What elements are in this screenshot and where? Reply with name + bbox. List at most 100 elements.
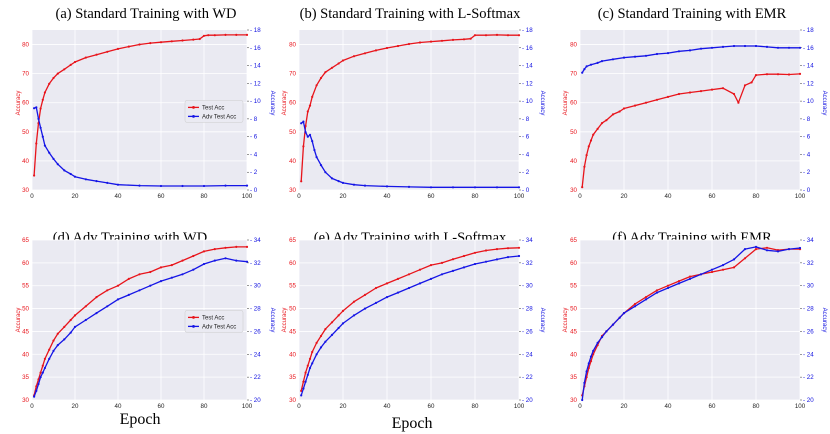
panel-c-point-test-acc xyxy=(587,145,590,148)
panel-a-point-test-acc xyxy=(116,47,120,51)
panel-f-ytick-right-label: - 24 xyxy=(803,351,814,358)
panel-e-point-test-acc xyxy=(451,258,455,261)
panel-f-ytick-right-label: - 34 xyxy=(803,237,814,244)
panel-f-ytick-left-label: 65 xyxy=(570,237,577,244)
panel-c-ylabel-left: Accuracy xyxy=(563,91,569,116)
panel-d-point-test-acc xyxy=(138,273,141,276)
panel-e-point-test-acc xyxy=(495,248,499,251)
panel-c-ytick-right-label: - 10 xyxy=(803,98,814,105)
panel-b-xtick-label: 0 xyxy=(297,193,301,200)
panel-b-point-adv-test-acc xyxy=(308,133,312,136)
panel-a-point-test-acc xyxy=(43,91,47,94)
panel-f-xtick-label: 80 xyxy=(753,403,760,410)
panel-b-ytick-right-label: - 16 xyxy=(522,45,533,52)
panel-a-ytick-right-label: - 18 xyxy=(250,27,261,34)
panel-d-legend-label: Test Acc xyxy=(202,315,224,321)
panel-a-ytick-right-label: - 6 xyxy=(250,134,258,141)
panel-d-legend: Test Acc Adv Test Acc xyxy=(184,310,244,333)
panel-c-point-adv-test-acc xyxy=(754,44,758,48)
panel-d-point-test-acc xyxy=(84,305,87,308)
panel-e-ytick-left-label: 35 xyxy=(289,374,296,381)
panel-b-point-test-acc xyxy=(473,34,477,37)
x-axis-label-left: Epoch xyxy=(120,411,161,428)
panel-b-ytick-right-label: - 2 xyxy=(522,169,530,176)
panel-e-xtick-label: 40 xyxy=(384,403,391,410)
panel-b-point-test-acc xyxy=(319,76,323,80)
panel-b-ytick-left-label: 80 xyxy=(289,42,296,49)
panel-c-point-adv-test-acc xyxy=(743,44,747,48)
panel-c-point-adv-test-acc xyxy=(732,44,736,48)
panel-b-xtick-label: 100 xyxy=(514,193,525,200)
panel-f-point-adv-test-acc xyxy=(677,282,681,285)
panel-f-point-test-acc xyxy=(666,284,670,287)
panel-b-point-test-acc xyxy=(506,34,510,37)
panel-a-xtick-label: 100 xyxy=(242,193,253,200)
panel-e-point-test-acc xyxy=(517,246,521,249)
panel-a-point-test-acc xyxy=(192,38,195,41)
panel-a-xtick-label: 80 xyxy=(201,193,208,200)
panel-d-xtick-label: 40 xyxy=(115,403,122,410)
panel-f-point-adv-test-acc xyxy=(754,245,758,248)
panel-d-ytick-right-label: - 24 xyxy=(250,351,261,358)
panel-c-point-test-acc xyxy=(622,107,626,110)
panel-f-point-test-acc xyxy=(721,268,725,271)
panel-e-point-adv-test-acc xyxy=(330,333,334,336)
panel-b-ylabel-left: Accuracy xyxy=(282,91,288,116)
panel-a-point-adv-test-acc xyxy=(63,169,66,172)
panel-a-point-adv-test-acc xyxy=(224,184,227,187)
panel-c-series-adv-test-acc-line xyxy=(581,45,800,74)
panel-e-point-adv-test-acc xyxy=(374,301,378,304)
panel-d-legend-marker xyxy=(192,316,195,319)
panel-a-point-adv-test-acc xyxy=(181,184,184,188)
panel-a-point-adv-test-acc xyxy=(159,184,163,188)
panel-e-xtick-label: 100 xyxy=(514,403,525,410)
panel-a-point-test-acc xyxy=(48,82,51,85)
panel-c-point-test-acc xyxy=(737,101,740,104)
panel-e-ytick-left-label: 45 xyxy=(289,328,296,335)
panel-f-xtick-label: 40 xyxy=(665,403,672,410)
panel-e-point-adv-test-acc xyxy=(308,366,312,370)
panel-d-point-adv-test-acc xyxy=(127,293,130,296)
panel-c-ytick-right-label: - 16 xyxy=(803,45,814,52)
panel-d-point-adv-test-acc xyxy=(192,268,195,271)
panel-f-xtick-label: 20 xyxy=(621,403,628,410)
panel-e-point-test-acc xyxy=(352,300,356,303)
panel-f-point-adv-test-acc xyxy=(787,248,791,251)
panel-f-point-adv-test-acc xyxy=(592,349,595,352)
panel-d-point-adv-test-acc xyxy=(106,305,109,308)
panel-c-point-adv-test-acc xyxy=(583,68,586,71)
panel-a-point-test-acc xyxy=(69,63,72,66)
panel-d-ytick-left-label: 65 xyxy=(22,237,29,244)
panel-a-point-adv-test-acc xyxy=(202,184,206,188)
panel-d-ytick-left-label: 40 xyxy=(22,351,29,358)
x-axis-label-center: Epoch xyxy=(392,415,433,432)
panel-e-point-adv-test-acc xyxy=(418,282,422,285)
panel-e-ytick-left-label: 50 xyxy=(289,306,296,313)
panel-a-xtick-label: 0 xyxy=(30,193,34,200)
panel-b-point-adv-test-acc xyxy=(495,186,499,189)
panel-a-point-adv-test-acc xyxy=(37,117,40,120)
panel-f-point-adv-test-acc xyxy=(699,273,703,276)
panel-d-point-adv-test-acc xyxy=(213,259,216,262)
panel-e-ytick-left-label: 40 xyxy=(289,351,296,358)
panel-c-ytick-right-label: - 18 xyxy=(803,27,814,34)
panel-d-point-adv-test-acc xyxy=(224,257,227,260)
panel-f-point-test-acc xyxy=(655,289,659,292)
panel-d-point-test-acc xyxy=(192,254,195,258)
panel-f-point-adv-test-acc xyxy=(583,381,586,384)
panel-b-point-test-acc xyxy=(385,46,389,50)
panel-c-point-test-acc xyxy=(688,91,692,94)
panel-a-point-test-acc xyxy=(106,50,109,53)
panel-f-ytick-right-label: - 22 xyxy=(803,374,814,381)
panel-f-point-test-acc xyxy=(754,248,758,251)
panel-a-xtick-label: 20 xyxy=(72,193,79,200)
panel-b-point-test-acc xyxy=(315,84,318,87)
panel-c-ytick-right-label: - 4 xyxy=(803,151,811,158)
panel-f-xtick-label: 100 xyxy=(795,403,806,410)
panel-c-point-test-acc xyxy=(596,127,599,130)
panel-a-ylabel-left: Accuracy xyxy=(16,91,22,116)
panel-d-ytick-right-label: - 34 xyxy=(250,237,261,244)
panel-e-point-test-acc xyxy=(319,334,323,338)
panel-a-ytick-left-label: 80 xyxy=(22,42,29,49)
